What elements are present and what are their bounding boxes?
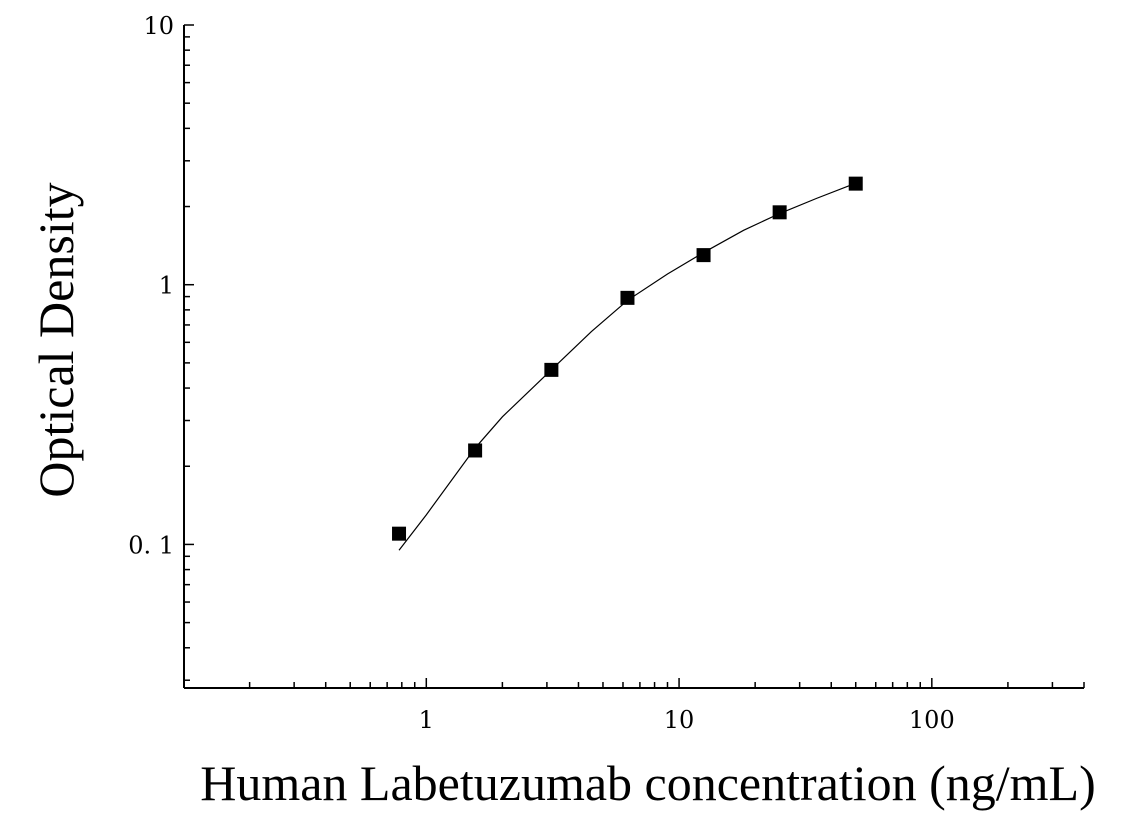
- x-tick-label: 10: [664, 706, 695, 734]
- fit-curve-line: [398, 182, 856, 551]
- axis-ticks: [184, 24, 1085, 688]
- data-point: [696, 248, 711, 263]
- y-tick-label: 0. 1: [128, 531, 174, 559]
- y-tick-label: 1: [159, 272, 174, 300]
- data-point: [772, 205, 787, 220]
- data-point: [468, 443, 483, 458]
- data-point: [848, 176, 863, 191]
- x-tick-label: 1: [419, 706, 434, 734]
- data-point: [620, 290, 635, 305]
- data-point: [392, 526, 407, 541]
- x-axis-title: Human Labetuzumab concentration (ng/mL): [200, 755, 1096, 811]
- data-points: [392, 176, 863, 541]
- tick-labels: 1 10 100 0. 1 1 10: [128, 12, 955, 734]
- data-point: [544, 362, 559, 377]
- x-tick-label: 100: [909, 706, 955, 734]
- fit-curve: [398, 182, 856, 551]
- y-axis-title: Optical Density: [28, 182, 84, 497]
- axes: [183, 25, 1084, 689]
- y-tick-label: 10: [143, 12, 174, 40]
